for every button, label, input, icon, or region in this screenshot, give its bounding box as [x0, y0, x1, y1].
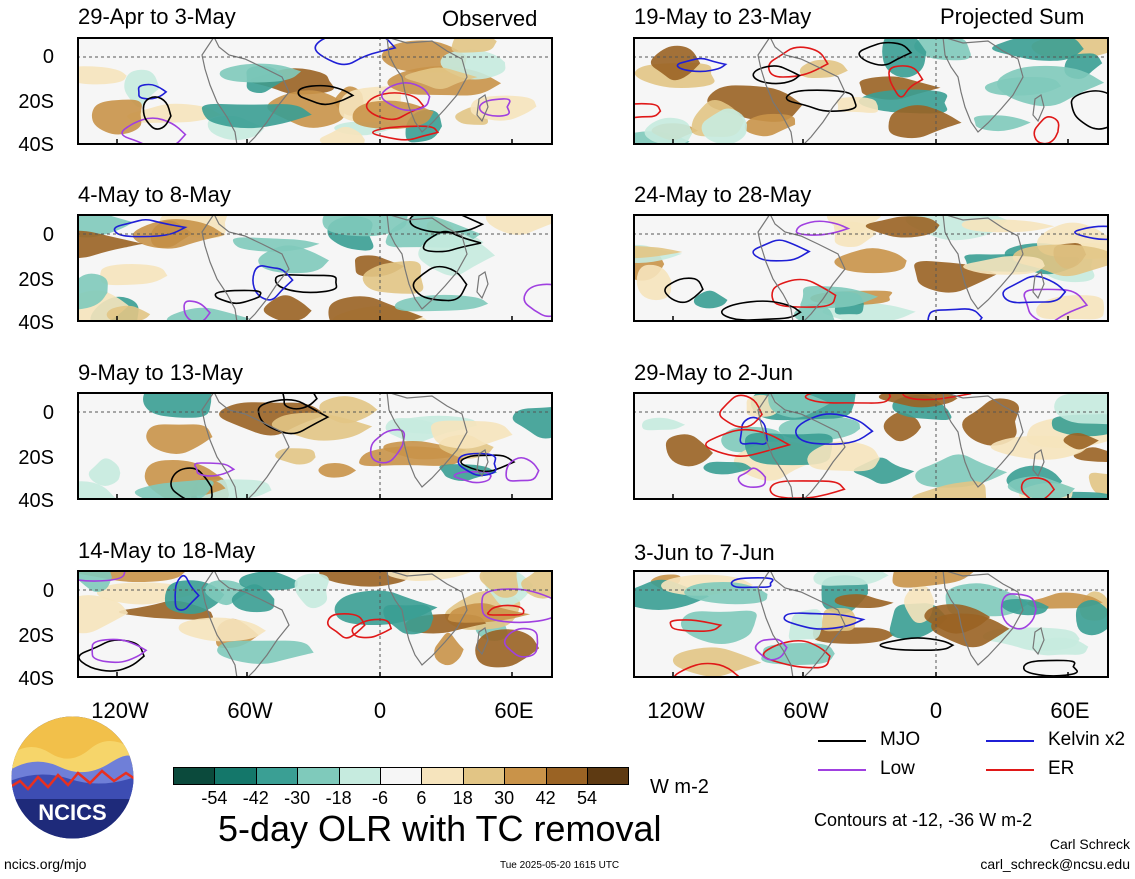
website-link[interactable]: ncics.org/mjo	[4, 856, 87, 872]
olr-map-panel	[633, 37, 1109, 145]
colorbar-tick-label: -18	[325, 788, 352, 808]
y-label-20s: 20S	[18, 269, 54, 291]
colorbar-tick-label: 6	[416, 788, 427, 808]
colorbar-bin	[173, 767, 216, 785]
y-label-40s: 40S	[18, 134, 54, 156]
observed-label: Observed	[442, 6, 538, 31]
panel-title-right-1: 19-May to 23-May	[634, 4, 812, 29]
y-label-20s: 20S	[18, 91, 54, 113]
y-label-40s: 40S	[18, 312, 54, 334]
colorbar-tick-label: 18	[452, 788, 473, 808]
x-label-60e: 60E	[1050, 698, 1090, 723]
main-title: 5-day OLR with TC removal	[218, 808, 662, 849]
olr-map-panel	[77, 37, 553, 145]
y-label-40s: 40S	[18, 490, 54, 512]
olr-map-panel	[633, 570, 1109, 678]
panel-title-left-1: 29-Apr to 3-May	[78, 4, 236, 29]
y-label-0: 0	[42, 580, 54, 602]
panel-title-right-2: 24-May to 28-May	[634, 182, 812, 207]
colorbar-tick-label: 54	[576, 788, 598, 808]
panel-title-right-4: 3-Jun to 7-Jun	[634, 540, 775, 565]
panel-title-left-4: 14-May to 18-May	[78, 538, 256, 563]
author-email: carl_schreck@ncsu.edu	[980, 856, 1130, 872]
colorbar-bin	[297, 767, 340, 785]
kelvin-legend-label: Kelvin x2	[1048, 729, 1126, 750]
panel-title-left-2: 4-May to 8-May	[78, 182, 231, 207]
y-label-20s: 20S	[18, 625, 54, 647]
colorbar-tick-label: -6	[371, 788, 388, 808]
low-legend-line	[818, 769, 866, 771]
x-label-0: 0	[373, 698, 387, 723]
x-label-120w: 120W	[91, 698, 149, 723]
x-label-0: 0	[929, 698, 943, 723]
colorbar-tick-label: 42	[535, 788, 556, 808]
author-name: Carl Schreck	[1049, 836, 1130, 852]
x-label-60w: 60W	[783, 698, 829, 723]
olr-map-panel	[633, 392, 1109, 500]
contours-note: Contours at -12, -36 W m-2	[814, 810, 1033, 830]
olr-map-panel	[77, 392, 553, 500]
colorbar-bin	[338, 767, 381, 785]
x-label-60e: 60E	[494, 698, 534, 723]
colorbar-bin	[421, 767, 464, 785]
colorbar-units: W m-2	[650, 776, 709, 798]
mjo-legend-label: MJO	[880, 729, 921, 750]
colorbar-tick-label: -54	[201, 788, 228, 808]
y-label-0: 0	[42, 224, 54, 246]
colorbar-bin	[214, 767, 257, 785]
timestamp: Tue 2025-05-20 1615 UTC	[500, 860, 620, 871]
y-label-0: 0	[42, 402, 54, 424]
colorbar-bin	[462, 767, 506, 785]
kelvin-legend-line	[986, 740, 1034, 742]
ncics-logo: NCICS	[11, 716, 134, 839]
y-label-0: 0	[42, 46, 54, 68]
y-label-20s: 20S	[18, 447, 54, 469]
colorbar-bin	[380, 767, 423, 785]
er-legend-line	[986, 769, 1034, 771]
olr-map-panel	[77, 570, 553, 678]
colorbar-tick-label: 30	[494, 788, 515, 808]
colorbar-bin	[504, 767, 547, 785]
x-label-60w: 60W	[227, 698, 273, 723]
mjo-legend-line	[818, 740, 866, 742]
olr-map-panel	[77, 214, 553, 322]
panel-title-right-3: 29-May to 2-Jun	[634, 360, 793, 385]
olr-map-panel	[633, 214, 1109, 322]
logo-text: NCICS	[38, 800, 106, 825]
colorbar-bin	[587, 767, 630, 785]
x-label-120w: 120W	[647, 698, 705, 723]
colorbar-tick-label: -42	[242, 788, 269, 808]
y-label-40s: 40S	[18, 668, 54, 690]
colorbar-bin	[255, 767, 299, 785]
colorbar-bin	[545, 767, 588, 785]
low-legend-label: Low	[880, 758, 915, 779]
colorbar-tick-label: -30	[284, 788, 311, 808]
panel-title-left-3: 9-May to 13-May	[78, 360, 244, 385]
er-legend-label: ER	[1048, 758, 1075, 779]
projected-sum-label: Projected Sum	[940, 4, 1085, 29]
